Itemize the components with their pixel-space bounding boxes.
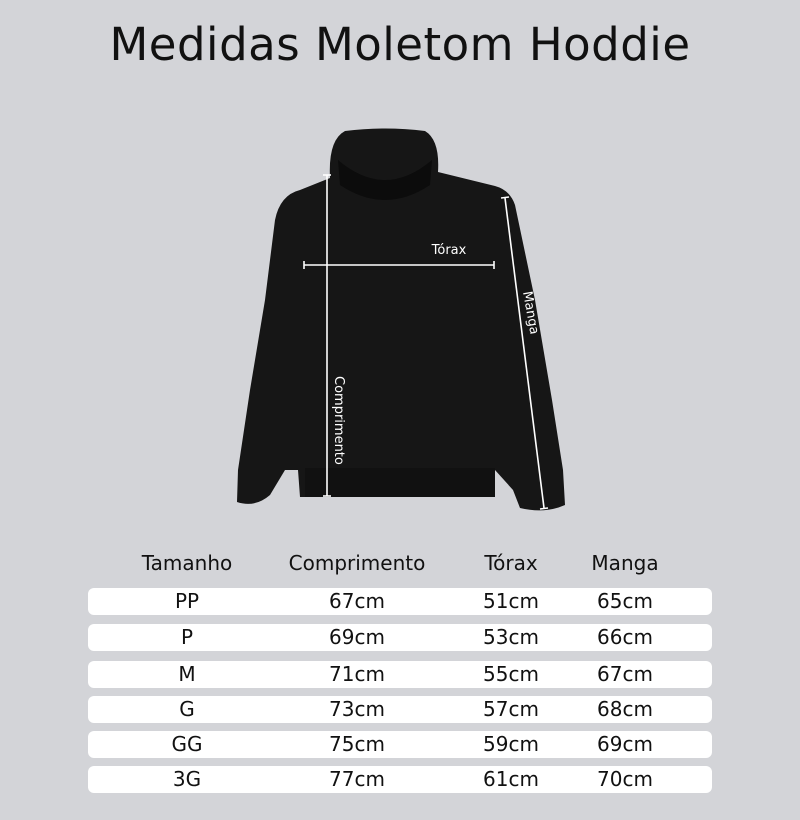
chest-label: Tórax	[431, 243, 467, 258]
table-row: 3G 77cm 61cm 70cm	[88, 766, 712, 793]
cell-length: 69cm	[329, 625, 385, 649]
cell-sleeve: 69cm	[597, 732, 653, 756]
header-chest: Tórax	[484, 551, 538, 575]
cell-sleeve: 67cm	[597, 662, 653, 686]
header-size: Tamanho	[141, 551, 233, 575]
cell-size: GG	[171, 732, 203, 756]
cell-length: 75cm	[329, 732, 385, 756]
cell-size: G	[179, 697, 195, 721]
cell-sleeve: 65cm	[597, 589, 653, 613]
hoodie-diagram: Tórax Comprimento Manga	[237, 128, 565, 511]
cell-chest: 55cm	[483, 662, 539, 686]
header-sleeve: Manga	[591, 551, 659, 575]
page-title: Medidas Moletom Hoddie	[109, 18, 691, 71]
cell-chest: 53cm	[483, 625, 539, 649]
table-row: GG 75cm 59cm 69cm	[88, 731, 712, 758]
cell-size: PP	[174, 589, 200, 613]
cell-length: 77cm	[329, 767, 385, 791]
cell-size: P	[180, 625, 194, 649]
sleeve-label: Manga	[519, 290, 541, 336]
cell-chest: 61cm	[483, 767, 539, 791]
sleeve-line	[504, 197, 545, 509]
hood-inner	[338, 160, 432, 200]
header-length: Comprimento	[288, 551, 426, 575]
cell-length: 73cm	[329, 697, 385, 721]
cell-sleeve: 66cm	[597, 625, 653, 649]
table-row: PP 67cm 51cm 65cm	[88, 588, 712, 615]
cell-sleeve: 70cm	[597, 767, 653, 791]
length-label: Comprimento	[331, 376, 346, 465]
cell-length: 67cm	[329, 589, 385, 613]
table-row: G 73cm 57cm 68cm	[88, 696, 712, 723]
cell-chest: 51cm	[483, 589, 539, 613]
waistband	[305, 468, 495, 497]
hoodie-silhouette	[237, 128, 565, 511]
cell-chest: 59cm	[483, 732, 539, 756]
cell-size: 3G	[172, 767, 202, 791]
cell-chest: 57cm	[483, 697, 539, 721]
table-row: P 69cm 53cm 66cm	[88, 624, 712, 651]
cell-size: M	[178, 662, 196, 686]
table-row: M 71cm 55cm 67cm	[88, 661, 712, 688]
cell-length: 71cm	[329, 662, 385, 686]
table-header: Tamanho Comprimento Tórax Manga	[88, 550, 712, 577]
cell-sleeve: 68cm	[597, 697, 653, 721]
